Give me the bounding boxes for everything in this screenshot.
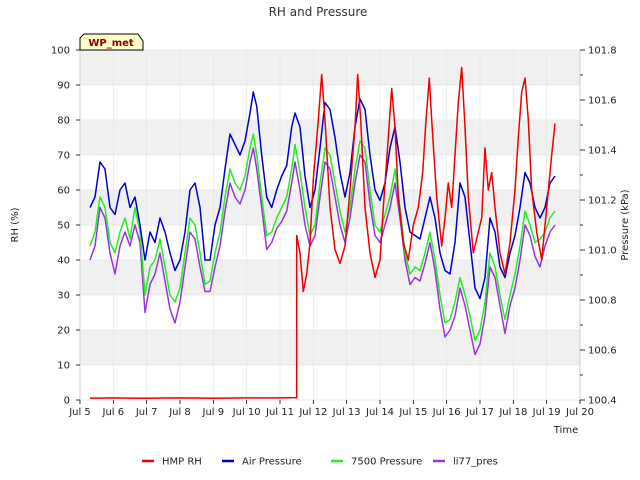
station-badge-text: WP_met [88,38,134,49]
x-tick-label: Jul 6 [102,407,125,418]
y-right-tick-label: 100.6 [588,346,617,357]
y-axis-right-ticks: 100.4 100.6 100.8 101.0 101.2 101.4 101.6 101.8 [580,46,617,407]
series-line-hmp-rh [89,66,556,400]
y-left-tick-label: 20 [57,326,70,337]
x-tick-label: Jul 16 [432,407,461,418]
y-axis-right-label: Pressure (kPa) [620,189,631,260]
x-tick-label: Jul 13 [332,407,361,418]
legend-label: HMP RH [162,457,202,468]
plot-band [80,365,580,400]
plot-band [80,295,580,330]
y-left-tick-label: 50 [57,221,70,232]
legend-label: li77_pres [453,457,498,468]
y-left-tick-label: 0 [64,396,70,407]
y-right-tick-label: 100.8 [588,296,617,307]
chart-title: RH and Pressure [269,5,368,19]
y-right-tick-label: 100.4 [588,396,617,407]
x-tick-label: Jul 10 [232,407,261,418]
series-line-7500-pressure [89,133,556,342]
x-tick-label: Jul 18 [498,407,527,418]
y-axis-left-label: RH (%) [10,207,21,242]
x-tick-label: Jul 19 [532,407,561,418]
x-tick-label: Jul 11 [265,407,294,418]
legend-label: Air Pressure [242,457,302,468]
plot-band [80,85,580,120]
x-axis-label: Time [553,425,578,436]
y-left-tick-label: 80 [57,116,70,127]
y-right-tick-label: 101.4 [588,146,617,157]
x-tick-label: Jul 14 [365,407,394,418]
plot-band [80,50,580,85]
series-line-air-pressure [89,91,556,300]
x-tick-label: Jul 9 [202,407,225,418]
x-tick-label: Jul 7 [135,407,158,418]
station-badge-box [79,33,144,51]
x-axis-ticks: Jul 5 Jul 6 Jul 7 Jul 8 Jul 9 Jul 10 Jul 11 Jul… [68,400,594,418]
y-left-tick-label: 10 [57,361,70,372]
series-layer [89,66,556,400]
x-tick-label: Jul 12 [298,407,327,418]
y-left-tick-label: 40 [57,256,70,267]
x-tick-label: Jul 17 [465,407,494,418]
y-left-tick-label: 30 [57,291,70,302]
legend-label: 7500 Pressure [351,457,422,468]
y-left-tick-label: 70 [57,151,70,162]
y-left-tick-label: 60 [57,186,70,197]
y-left-tick-label: 90 [57,81,70,92]
x-tick-label: Jul 5 [68,407,91,418]
x-tick-label: Jul 15 [398,407,427,418]
station-badge: WP_met [79,33,144,51]
y-right-tick-label: 101.0 [588,246,617,257]
y-axis-left-ticks: 0 10 20 30 40 50 60 70 80 90 100 [51,46,80,407]
y-right-tick-label: 101.2 [588,196,617,207]
x-tick-label: Jul 8 [168,407,191,418]
plot-band [80,120,580,155]
plot-band [80,330,580,365]
y-right-tick-label: 101.8 [588,46,617,57]
y-left-tick-label: 100 [51,46,70,57]
legend: HMP RH Air Pressure 7500 Pressure li77_pres [142,457,498,468]
series-line-li77-pres [89,147,556,356]
x-tick-label: Jul 20 [565,407,594,418]
y-right-tick-label: 101.6 [588,96,617,107]
